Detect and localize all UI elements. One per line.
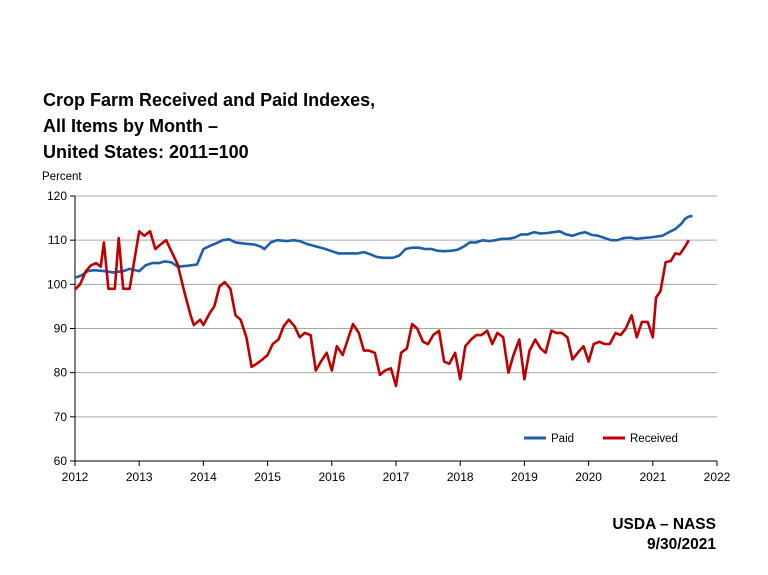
x-tick-label-2014: 2014: [190, 470, 217, 484]
y-tick-label-60: 60: [54, 454, 68, 468]
x-tick-label-2015: 2015: [254, 470, 281, 484]
x-tick-label-2013: 2013: [126, 470, 153, 484]
x-tick-label-2017: 2017: [383, 470, 410, 484]
x-tick-label-2018: 2018: [447, 470, 474, 484]
y-tick-label-90: 90: [54, 322, 68, 336]
source-label: USDA – NASS: [612, 516, 716, 533]
x-tick-label-2020: 2020: [575, 470, 602, 484]
y-tick-label-120: 120: [47, 189, 67, 203]
chart-title: Crop Farm Received and Paid Indexes, All…: [43, 87, 503, 165]
y-tick-label-80: 80: [54, 366, 68, 380]
y-tick-label-100: 100: [47, 277, 67, 291]
legend-label-received: Received: [630, 433, 678, 445]
x-tick-label-2022: 2022: [704, 470, 731, 484]
x-tick-label-2012: 2012: [62, 470, 89, 484]
y-tick-label-70: 70: [54, 410, 68, 424]
legend-label-paid: Paid: [551, 433, 574, 445]
x-tick-label-2021: 2021: [639, 470, 666, 484]
series-line-received: [74, 230, 690, 388]
y-tick-label-110: 110: [48, 233, 67, 247]
series-line-paid: [74, 214, 693, 279]
x-tick-label-2019: 2019: [511, 470, 538, 484]
x-tick-label-2016: 2016: [318, 470, 345, 484]
chart-title-line-2: All Items by Month –: [43, 116, 219, 136]
chart-title-line-1: Crop Farm Received and Paid Indexes,: [43, 90, 376, 110]
source-footer: USDA – NASS 9/30/2021: [612, 515, 716, 555]
source-date: 9/30/2021: [647, 536, 716, 553]
chart-title-line-3: United States: 2011=100: [43, 142, 249, 162]
y-axis-label: Percent: [42, 171, 82, 183]
